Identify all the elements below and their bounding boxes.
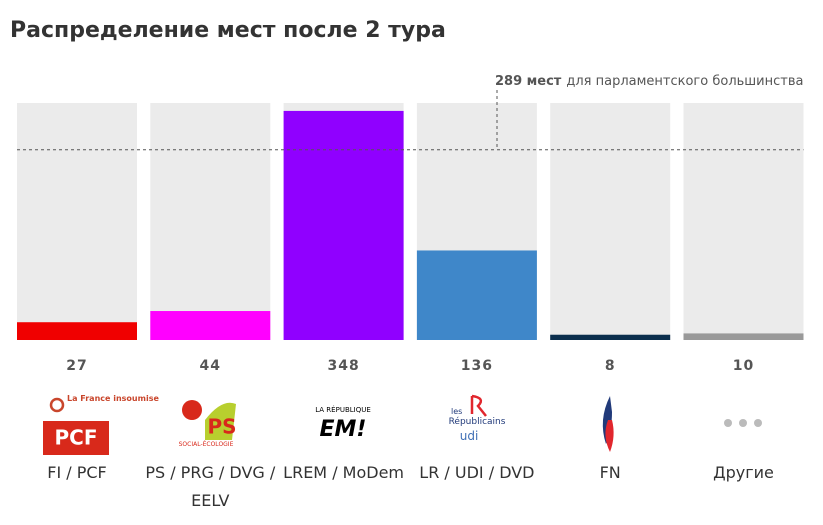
logo-ps-leaf bbox=[205, 402, 236, 440]
value-label: 10 bbox=[733, 358, 754, 374]
threshold-annotation: 289 мест для парламентского большинства bbox=[495, 74, 803, 89]
logo-dot bbox=[724, 419, 732, 427]
logo-lr-les: les bbox=[451, 407, 462, 416]
bar bbox=[416, 250, 537, 340]
logo-fi-icon bbox=[49, 397, 65, 413]
bar bbox=[150, 311, 271, 340]
bar-background bbox=[550, 103, 671, 340]
logo-lr: Républicains bbox=[449, 416, 506, 427]
value-label: 136 bbox=[461, 358, 493, 374]
logos: La France insoumise PCF PS SOCIAL-ÉCOLOG… bbox=[43, 394, 762, 455]
logo-lr-mark bbox=[470, 394, 487, 417]
category-label: PS / PRG / DVG / EELV bbox=[145, 463, 276, 510]
logo-fi: La France insoumise bbox=[67, 394, 159, 403]
logo-fn-red bbox=[605, 420, 614, 452]
logo-ps-rose bbox=[182, 400, 202, 420]
logo-dot bbox=[739, 419, 747, 427]
logo-pcf-box bbox=[43, 421, 109, 455]
logo-ps-sub: SOCIAL-ÉCOLOGIE bbox=[179, 440, 234, 448]
category-label: FN bbox=[599, 463, 621, 482]
logo-ps: PS bbox=[207, 415, 236, 439]
bar-background bbox=[150, 103, 271, 340]
category-label: LR / UDI / DVD bbox=[419, 463, 535, 482]
bar bbox=[683, 333, 804, 340]
bar-background bbox=[17, 103, 137, 340]
chart-title: Распределение мест после 2 тура bbox=[10, 18, 446, 43]
logo-dot bbox=[754, 419, 762, 427]
bar bbox=[550, 334, 671, 340]
category-label: FI / PCF bbox=[47, 463, 107, 482]
logo-em-top: LA RÉPUBLIQUE bbox=[315, 405, 371, 414]
threshold-text: для парламентского большинства bbox=[566, 74, 803, 89]
value-label: 44 bbox=[200, 358, 221, 374]
logo-pcf: PCF bbox=[55, 426, 98, 450]
category-label: Другие bbox=[713, 463, 774, 482]
bar-background bbox=[683, 103, 804, 340]
logo-em: EM! bbox=[320, 417, 367, 442]
value-label: 348 bbox=[327, 358, 359, 374]
bar bbox=[283, 110, 404, 341]
value-label: 8 bbox=[605, 358, 616, 374]
value-label: 27 bbox=[66, 358, 87, 374]
logo-udi: udi bbox=[460, 429, 479, 443]
threshold-bold: 289 мест bbox=[495, 74, 562, 89]
category-label: LREM / MoDem bbox=[283, 463, 405, 482]
bar bbox=[17, 322, 137, 340]
